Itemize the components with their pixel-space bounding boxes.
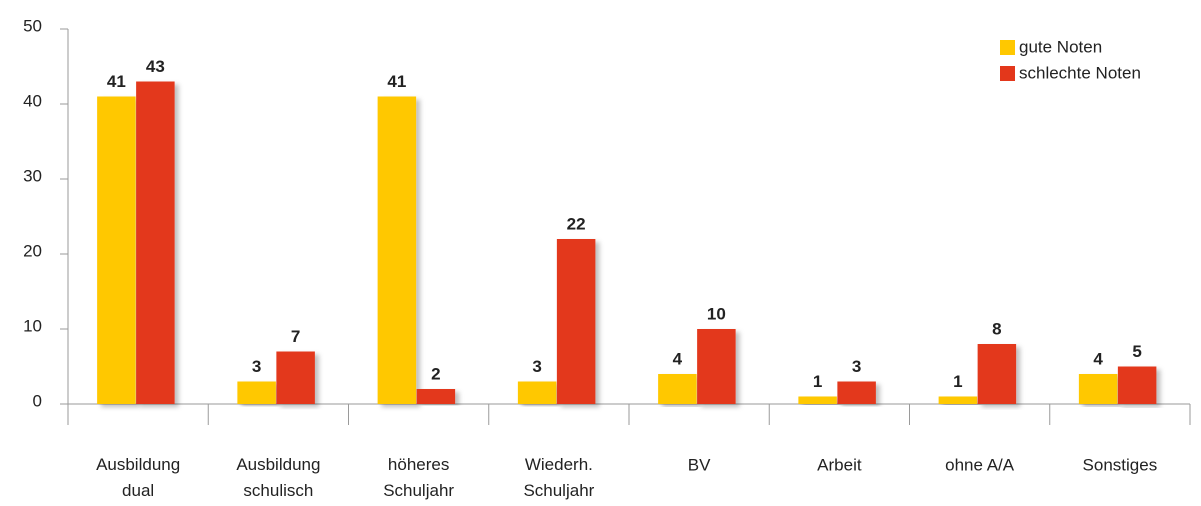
bar (517, 381, 557, 404)
value-label: 3 (532, 357, 541, 376)
x-tick-label: ohne A/A (945, 455, 1015, 474)
x-tick-label: Sonstiges (1083, 455, 1158, 474)
bar (416, 389, 456, 404)
label-line: schulisch (243, 481, 313, 500)
label-line: Ausbildung (236, 455, 320, 474)
x-tick-label: Ausbildung schulisch (236, 455, 320, 500)
y-tick-label: 30 (23, 166, 42, 185)
label-line: Ausbildung (96, 455, 180, 474)
y-tick-label: 10 (23, 316, 42, 335)
value-label: 5 (1132, 342, 1141, 361)
bar (377, 96, 417, 404)
y-tick-label: 0 (33, 391, 42, 410)
value-label: 2 (431, 364, 440, 383)
value-label: 43 (146, 57, 165, 76)
value-label: 4 (673, 349, 683, 368)
label-line: höheres (388, 455, 449, 474)
x-tick-label: Ausbildung dual (96, 455, 180, 500)
bar (1117, 366, 1157, 404)
value-label: 22 (567, 214, 586, 233)
x-tick-label: Wiederh. Schuljahr (523, 455, 594, 500)
bar (837, 381, 876, 404)
bar (556, 239, 596, 404)
y-tick-label: 50 (23, 16, 42, 35)
bar (1078, 374, 1118, 404)
bar (938, 396, 978, 404)
x-tick-label: höheres Schuljahr (383, 455, 454, 500)
legend-swatch (1000, 66, 1015, 81)
value-label: 1 (953, 372, 962, 391)
y-tick-label: 20 (23, 241, 42, 260)
label-line: dual (122, 481, 154, 500)
x-tick-label: BV (688, 455, 711, 474)
value-label: 10 (707, 304, 726, 323)
value-label: 8 (992, 319, 1001, 338)
bar (136, 81, 175, 404)
bar (97, 96, 136, 404)
bar (798, 396, 837, 404)
y-tick-label: 40 (23, 91, 42, 110)
value-label: 1 (813, 372, 822, 391)
legend-label: gute Noten (1019, 37, 1102, 56)
value-label: 41 (107, 72, 126, 91)
legend-swatch (1000, 40, 1015, 55)
label-line: Schuljahr (383, 481, 454, 500)
x-tick-label: Arbeit (817, 455, 862, 474)
bar (697, 329, 736, 404)
label-line: Schuljahr (523, 481, 594, 500)
legend-label: schlechte Noten (1019, 63, 1141, 82)
bar (977, 344, 1017, 404)
value-label: 41 (387, 72, 406, 91)
bar (658, 374, 697, 404)
bar (237, 381, 276, 404)
value-label: 4 (1093, 349, 1103, 368)
value-label: 3 (252, 357, 261, 376)
value-label: 3 (852, 357, 861, 376)
label-line: Wiederh. (525, 455, 593, 474)
bar (276, 351, 315, 404)
value-label: 7 (291, 327, 300, 346)
